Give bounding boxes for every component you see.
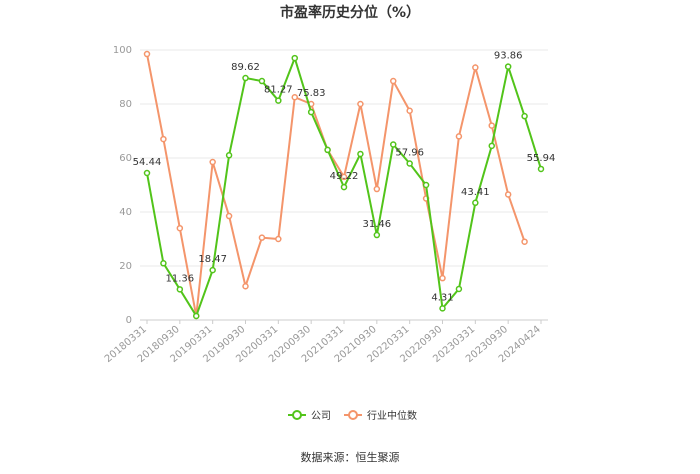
data-point[interactable] [472, 199, 479, 207]
data-point[interactable] [225, 152, 233, 159]
data-point[interactable] [176, 224, 184, 232]
legend: 公司 行业中位数 [288, 409, 417, 422]
data-point[interactable] [291, 94, 298, 101]
data-label: 57.96 [395, 148, 424, 159]
data-point[interactable] [143, 169, 151, 177]
series-line-1 [146, 53, 526, 317]
data-point[interactable] [504, 191, 512, 198]
data-point[interactable] [373, 185, 381, 193]
data-point[interactable] [258, 234, 266, 241]
legend-item-company[interactable]: 公司 [288, 410, 331, 422]
data-point[interactable] [357, 100, 364, 108]
data-label: 31.46 [363, 219, 392, 230]
data-point[interactable] [176, 286, 184, 293]
data-point[interactable] [324, 146, 331, 154]
y-axis-ticks: 0 20 40 60 80 100 [113, 45, 132, 326]
data-point[interactable] [521, 112, 528, 120]
data-point[interactable] [225, 212, 233, 220]
data-label: 93.86 [494, 51, 523, 62]
data-point[interactable] [275, 97, 282, 104]
legend-item-industry-median[interactable]: 行业中位数 [344, 409, 417, 422]
data-label: 49.22 [330, 171, 359, 182]
y-tick-label: 80 [119, 99, 132, 110]
data-point[interactable] [258, 77, 266, 85]
data-label: 11.36 [166, 273, 195, 284]
data-label: 18.47 [198, 254, 227, 265]
data-point[interactable] [488, 122, 495, 129]
x-axis-ticks: 2018033120180930201903312019093020200331… [103, 320, 543, 365]
data-point[interactable] [143, 50, 151, 58]
data-point[interactable] [422, 181, 430, 189]
data-label: 75.83 [297, 88, 326, 99]
data-label: 55.94 [527, 153, 556, 164]
legend-label-company: 公司 [311, 411, 331, 422]
y-tick-label: 0 [126, 315, 132, 326]
data-source: 数据来源：恒生聚源 [301, 450, 400, 464]
data-point[interactable] [390, 77, 397, 85]
data-point[interactable] [209, 158, 216, 166]
data-point[interactable] [160, 135, 167, 143]
data-point[interactable] [390, 141, 397, 148]
data-point[interactable] [504, 63, 512, 70]
y-tick-label: 40 [119, 207, 132, 218]
data-point[interactable] [455, 285, 463, 293]
data-point[interactable] [521, 238, 528, 245]
data-point[interactable] [357, 150, 364, 158]
data-point[interactable] [488, 142, 495, 150]
data-point[interactable] [439, 274, 446, 282]
data-point[interactable] [242, 74, 249, 82]
chart-title: 市盈率历史分位（%） [280, 4, 420, 21]
data-point[interactable] [275, 235, 282, 243]
data-point[interactable] [373, 231, 381, 239]
data-point[interactable] [537, 165, 545, 173]
data-point[interactable] [340, 173, 348, 181]
data-label: 54.44 [133, 157, 162, 168]
data-point[interactable] [209, 266, 216, 274]
data-point[interactable] [193, 312, 200, 320]
data-label: 89.62 [231, 62, 260, 73]
data-point[interactable] [307, 108, 315, 116]
data-point[interactable] [406, 160, 413, 167]
data-point[interactable] [439, 305, 446, 312]
data-point[interactable] [242, 283, 249, 290]
y-tick-label: 100 [113, 45, 132, 56]
data-label: 81.27 [264, 85, 293, 96]
legend-label-industry-median: 行业中位数 [367, 409, 417, 422]
data-label: 4.31 [431, 292, 453, 303]
data-point[interactable] [291, 54, 298, 62]
data-point[interactable] [406, 107, 413, 114]
series-lines [143, 50, 545, 320]
data-point[interactable] [455, 133, 463, 140]
data-point[interactable] [160, 260, 167, 267]
data-point[interactable] [472, 64, 479, 71]
data-point[interactable] [340, 183, 348, 191]
data-label: 43.41 [461, 187, 490, 198]
y-tick-label: 60 [119, 153, 132, 164]
y-tick-label: 20 [119, 261, 132, 272]
